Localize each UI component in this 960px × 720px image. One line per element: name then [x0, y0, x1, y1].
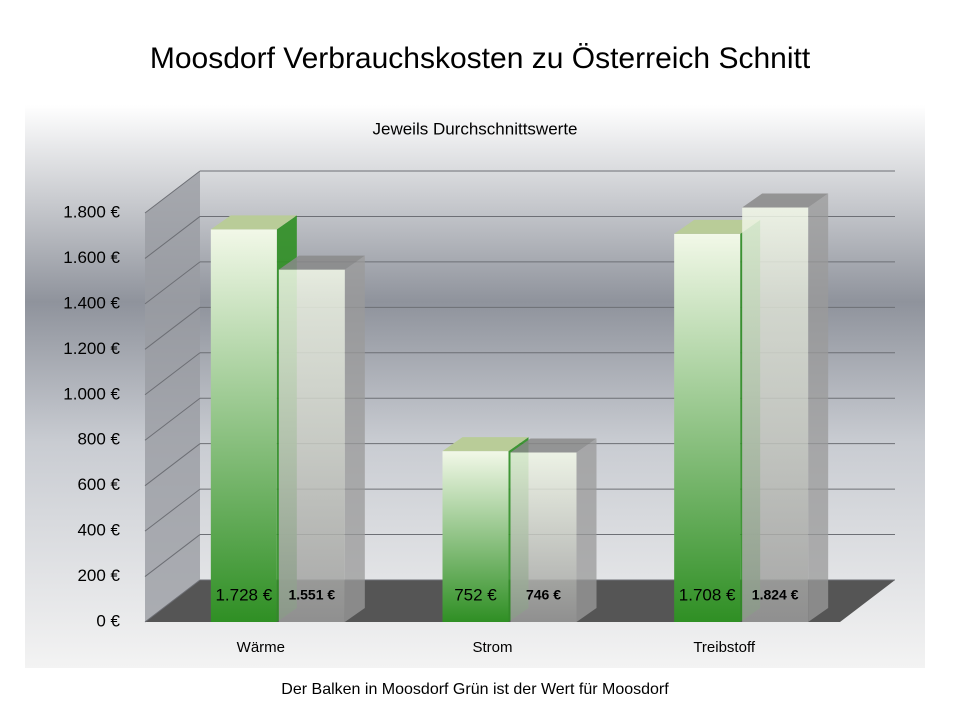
- value-label: 1.824 €: [752, 587, 799, 603]
- grid-line: [144, 488, 201, 532]
- x-tick-label: Wärme: [237, 639, 285, 656]
- grid-line: [144, 170, 201, 214]
- bar: [278, 269, 345, 622]
- y-tick-label: 1.400 €: [63, 293, 120, 312]
- bar-side: [576, 438, 597, 622]
- y-tick-label: 400 €: [77, 521, 120, 540]
- grid-line: [144, 579, 201, 623]
- bar-side: [344, 255, 365, 622]
- bar-top: [442, 437, 529, 452]
- value-label: 1.551 €: [288, 587, 335, 603]
- value-label: 752 €: [454, 585, 497, 604]
- chart-title: Moosdorf Verbrauchskosten zu Österreich …: [150, 42, 811, 75]
- value-label: 746 €: [526, 587, 561, 603]
- y-tick-label: 600 €: [77, 475, 120, 494]
- caption: Der Balken in Moosdorf Grün ist der Wert…: [281, 681, 669, 698]
- y-tick-label: 1.600 €: [63, 248, 120, 267]
- grid-line: [144, 443, 201, 487]
- chart-subtitle: Jeweils Durchschnittswerte: [372, 119, 577, 138]
- bar-top: [742, 193, 829, 208]
- bar-top: [210, 215, 297, 230]
- y-tick-label: 1.800 €: [63, 202, 120, 221]
- y-tick-label: 0 €: [96, 611, 120, 630]
- side-wall: [145, 171, 200, 622]
- grid-line: [144, 397, 201, 441]
- bar-side: [808, 193, 829, 622]
- x-tick-label: Strom: [472, 639, 512, 656]
- bar-top: [510, 438, 597, 453]
- bar-top: [674, 219, 761, 234]
- grid-line: [144, 534, 201, 577]
- value-label: 1.728 €: [215, 585, 272, 604]
- bar: [674, 233, 741, 622]
- grid-line: [144, 306, 201, 350]
- y-tick-label: 800 €: [77, 430, 120, 449]
- bar-top: [278, 255, 365, 270]
- grid-line: [144, 352, 201, 396]
- y-tick-label: 1.000 €: [63, 384, 120, 403]
- bar: [510, 452, 577, 622]
- bar: [210, 229, 277, 623]
- value-label: 1.708 €: [679, 585, 736, 604]
- grid-line: [144, 216, 201, 259]
- grid-line: [144, 261, 201, 305]
- x-tick-label: Treibstoff: [693, 639, 756, 656]
- y-tick-label: 200 €: [77, 566, 120, 585]
- y-tick-label: 1.200 €: [63, 339, 120, 358]
- bar: [442, 451, 509, 622]
- bar: [742, 207, 809, 622]
